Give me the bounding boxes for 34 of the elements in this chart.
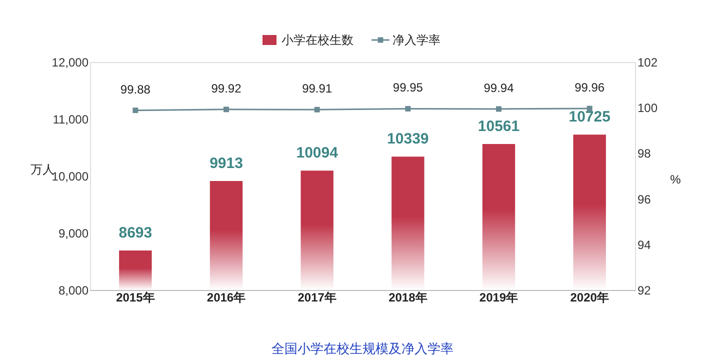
x-tick-label: 2018年: [388, 290, 428, 304]
y2-axis-title: %: [670, 172, 682, 186]
y-axis-title: 万人: [30, 162, 54, 176]
y-tick-label: 8,000: [58, 284, 89, 298]
text: 全国小学在校生规模及净入学率: [272, 341, 454, 357]
y2-tick-label: 102: [638, 56, 658, 70]
data-label: 10339: [387, 130, 429, 148]
y2-tick-label: 100: [638, 101, 658, 116]
y-tick-label: 11,000: [52, 112, 89, 126]
data-label: 99.91: [302, 82, 332, 96]
x-tick-label: 2020年: [570, 290, 609, 304]
data-label: 10725: [568, 108, 610, 126]
x-tick-label: 2019年: [479, 290, 518, 304]
data-label: 99.96: [574, 80, 605, 95]
legend-label: 净入学率: [392, 33, 440, 47]
data-label: 10094: [296, 144, 339, 162]
y-tick-label: 10,000: [52, 170, 89, 184]
x-tick-label: 2017年: [298, 290, 336, 304]
x-tick-label: 2015年: [116, 290, 155, 304]
y2-tick-label: 98: [638, 146, 652, 161]
data-label: 10561: [478, 118, 520, 136]
data-label: 8693: [118, 224, 152, 242]
y2-tick-label: 92: [638, 284, 652, 298]
data-label: 9913: [210, 154, 243, 172]
data-label: 99.95: [392, 80, 424, 95]
y2-tick-label: 96: [638, 192, 652, 206]
data-label: 99.94: [484, 80, 514, 95]
x-tick-label: 2016年: [206, 290, 246, 304]
y-tick-label: 9,000: [58, 226, 89, 240]
data-label: 99.88: [120, 82, 151, 96]
legend-label: 小学在校生数: [282, 33, 354, 47]
y-tick-label: 12,000: [52, 56, 89, 70]
y2-tick-label: 94: [638, 238, 652, 252]
data-label: 99.92: [211, 81, 242, 96]
